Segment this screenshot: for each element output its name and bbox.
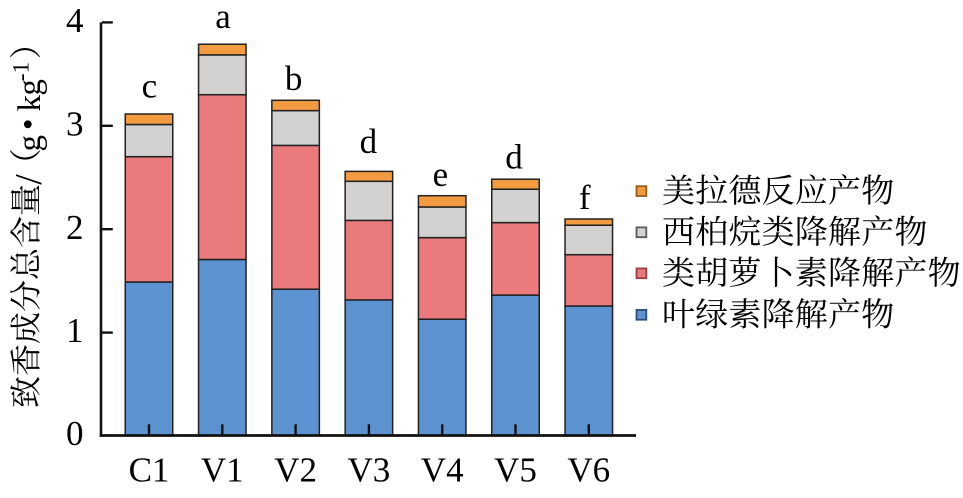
- svg-text:c: c: [142, 67, 158, 106]
- svg-text:d: d: [505, 138, 523, 177]
- svg-text:k: k: [12, 95, 48, 112]
- svg-text:g: g: [12, 79, 48, 96]
- svg-text:f: f: [579, 178, 591, 217]
- svg-text:V6: V6: [567, 451, 610, 490]
- svg-text:2: 2: [66, 208, 84, 247]
- svg-text:4: 4: [66, 1, 84, 40]
- svg-text:V3: V3: [348, 451, 391, 490]
- svg-text:V1: V1: [201, 451, 244, 490]
- svg-text:0: 0: [66, 414, 84, 453]
- svg-text:a: a: [215, 0, 231, 36]
- svg-text:V4: V4: [421, 451, 464, 490]
- svg-text:1: 1: [66, 311, 84, 350]
- svg-text:V2: V2: [274, 451, 317, 490]
- svg-text:b: b: [285, 59, 303, 98]
- svg-text:3: 3: [66, 104, 84, 143]
- svg-text:-1: -1: [9, 62, 34, 81]
- svg-text:V5: V5: [494, 451, 537, 490]
- svg-text:e: e: [433, 155, 449, 194]
- svg-text:g: g: [12, 135, 48, 152]
- svg-text:/: /: [8, 174, 50, 185]
- svg-text:C1: C1: [129, 451, 170, 490]
- svg-text:d: d: [360, 122, 378, 161]
